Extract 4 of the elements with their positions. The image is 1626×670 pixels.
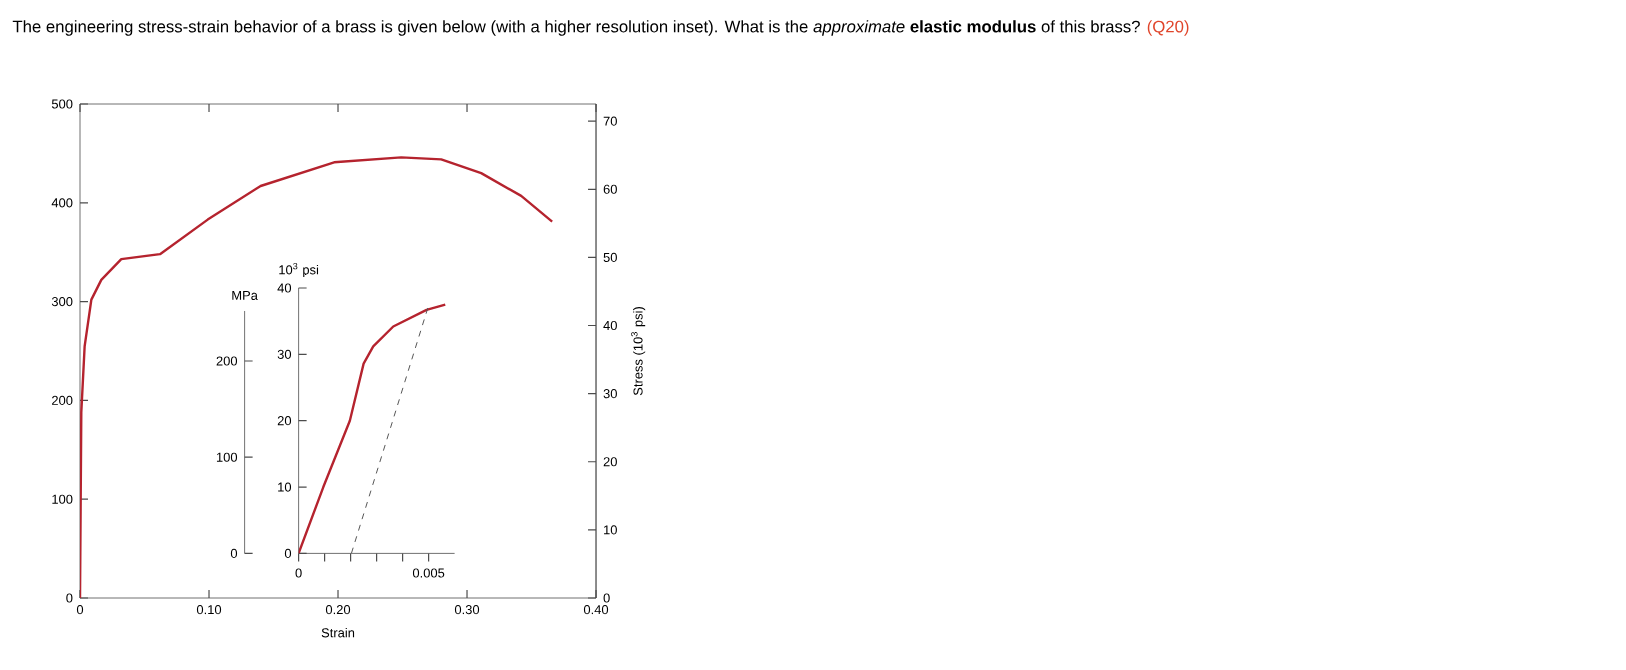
chart-title: The engineering stress-strain behavior of a brass is given below (with a higher resolution inset). What is the approximate elastic modulus of this brass?: [12, 20, 1140, 36]
line-series: [80, 156, 554, 598]
text: (Q20): [1147, 20, 1189, 36]
line-series: [298, 303, 447, 554]
